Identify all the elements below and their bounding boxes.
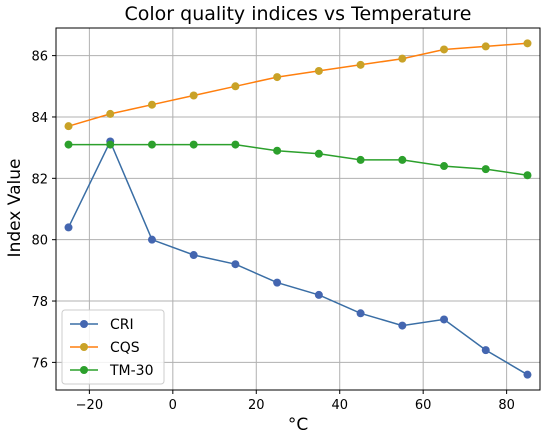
data-point-cqs [356, 60, 365, 69]
data-point-cri [440, 315, 449, 324]
data-point-tm-30 [481, 165, 490, 174]
data-point-tm-30 [440, 162, 449, 171]
data-point-cri [231, 260, 240, 269]
data-point-cqs [314, 66, 323, 75]
data-point-cri [523, 370, 532, 379]
data-point-cqs [189, 91, 198, 100]
plot-area [55, 27, 541, 391]
data-point-cri [147, 235, 156, 244]
data-point-tm-30 [398, 155, 407, 164]
y-tick-label: 86 [31, 50, 48, 65]
legend-item-tm-30: TM-30 [70, 363, 154, 379]
x-tick-label: 60 [415, 398, 432, 413]
data-point-cri [189, 251, 198, 260]
y-tick-label: 84 [31, 111, 48, 126]
data-point-tm-30 [106, 140, 115, 149]
data-point-tm-30 [147, 140, 156, 149]
series-line-cqs [68, 42, 528, 127]
data-point-tm-30 [231, 140, 240, 149]
series-line-cri [67, 139, 528, 376]
legend-label: CRI [110, 317, 134, 333]
data-point-cqs [440, 45, 449, 54]
x-tick-label: −20 [76, 398, 103, 413]
legend-label: CQS [110, 340, 140, 356]
y-axis: 76 78 80 82 84 86 [31, 50, 56, 371]
series-line-tm-30 [68, 143, 528, 177]
data-point-tm-30 [64, 140, 73, 149]
y-tick-label: 80 [31, 234, 48, 249]
x-tick-label: 20 [248, 398, 265, 413]
series-cqs [64, 39, 532, 131]
data-point-tm-30 [523, 171, 532, 180]
legend-marker [80, 343, 88, 351]
y-tick-label: 78 [31, 295, 48, 310]
data-point-cqs [64, 122, 73, 131]
legend: CRI CQS TM-30 [61, 309, 165, 385]
legend-box [61, 309, 165, 385]
legend-marker [80, 366, 88, 374]
data-point-cqs [147, 100, 156, 109]
data-point-cri [398, 321, 407, 330]
x-tick-label: 40 [331, 398, 348, 413]
chart-title: Color quality indices vs Temperature [125, 3, 472, 25]
data-point-cri [273, 278, 282, 287]
x-tick-label: 0 [169, 398, 177, 413]
legend-item-cri: CRI [70, 317, 134, 333]
data-point-cqs [273, 73, 282, 82]
data-point-cri [481, 346, 490, 355]
data-point-cri [64, 223, 73, 232]
data-point-cri [356, 309, 365, 318]
y-tick-label: 82 [31, 172, 48, 187]
data-point-tm-30 [314, 149, 323, 158]
data-point-tm-30 [273, 146, 282, 155]
data-point-cri [314, 290, 323, 299]
legend-marker [80, 320, 88, 328]
data-point-cqs [231, 82, 240, 91]
series-layer [64, 39, 532, 379]
legend-label: TM-30 [109, 363, 154, 379]
data-point-cqs [106, 109, 115, 118]
x-axis-label: °C [288, 415, 308, 435]
y-axis-label: Index Value [5, 159, 25, 258]
x-axis: −20 0 20 40 60 80 [76, 390, 515, 413]
legend-item-cqs: CQS [70, 340, 140, 356]
x-tick-label: 80 [498, 398, 515, 413]
data-point-cqs [481, 42, 490, 51]
y-tick-label: 76 [31, 356, 48, 371]
data-point-tm-30 [189, 140, 198, 149]
data-point-cqs [523, 39, 532, 48]
series-tm-30 [64, 140, 532, 180]
data-point-tm-30 [356, 155, 365, 164]
data-point-cqs [398, 54, 407, 63]
